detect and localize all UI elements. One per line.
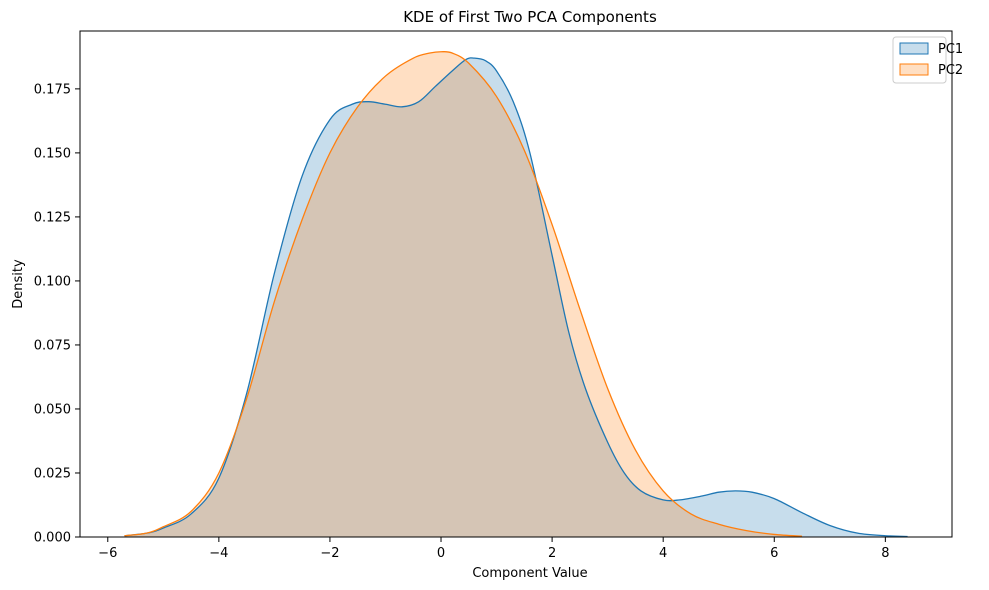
series-fill-pc1 — [124, 57, 908, 537]
y-tick-label: 0.025 — [34, 466, 71, 481]
plot-frame — [79, 30, 953, 538]
x-tick-label: 0 — [437, 546, 445, 561]
y-tick-label: 0.175 — [34, 82, 71, 97]
legend-label-pc1: PC1 — [938, 42, 963, 57]
series-fill-pc2 — [124, 51, 803, 537]
legend-label-pc2: PC2 — [938, 63, 963, 78]
series-fills — [124, 51, 908, 537]
x-tick-label: −6 — [98, 546, 117, 561]
y-tick-label: 0.075 — [34, 338, 71, 353]
x-tick-label: 6 — [770, 546, 778, 561]
series-lines — [124, 50, 908, 538]
y-tick-label: 0.050 — [34, 402, 71, 417]
series-line-pc2 — [124, 50, 803, 537]
y-tick-label: 0.000 — [34, 531, 71, 546]
legend-swatch-pc2 — [899, 63, 929, 76]
x-tick-label: 4 — [659, 546, 667, 561]
y-tick-label: 0.150 — [34, 146, 71, 161]
y-axis-ticks: 0.000 0.025 0.050 0.075 0.100 0.125 0.150 0.175 — [34, 82, 80, 546]
x-tick-label: 2 — [548, 546, 556, 561]
x-axis-label: Component Value — [472, 566, 587, 581]
chart-title: KDE of First Two PCA Components — [403, 8, 657, 26]
x-tick-label: 8 — [881, 546, 889, 561]
x-tick-label: −2 — [320, 546, 339, 561]
legend-swatch-pc1 — [899, 42, 929, 55]
y-tick-label: 0.125 — [34, 210, 71, 225]
x-tick-label: −4 — [209, 546, 228, 561]
y-axis-label: Density — [11, 259, 26, 309]
legend-frame — [892, 36, 947, 84]
legend: PC1 PC2 — [892, 36, 963, 84]
x-axis-ticks: −6 −4 −2 0 2 4 6 8 — [98, 537, 889, 561]
series-line-pc1 — [124, 57, 908, 538]
y-tick-label: 0.100 — [34, 274, 71, 289]
